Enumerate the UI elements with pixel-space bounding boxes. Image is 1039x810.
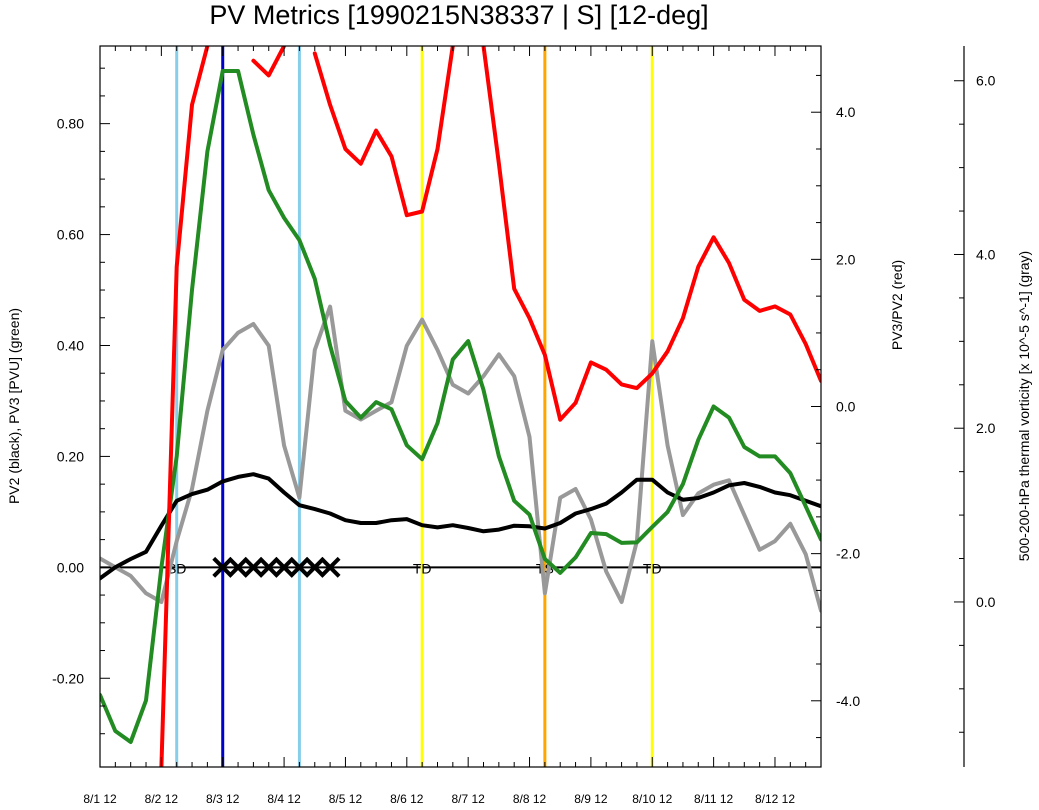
far-right-axis-label: 500-200-hPa thermal vorticity [x 10^-5 s… <box>1016 251 1032 561</box>
series-line <box>100 69 821 744</box>
left-tick-label: 0.40 <box>57 337 84 353</box>
x-mark <box>273 556 295 578</box>
right-tick-label: -2.0 <box>836 546 860 562</box>
left-tick-label: 0.80 <box>57 116 84 132</box>
far-right-tick-label: 0.0 <box>976 594 996 610</box>
x-mark <box>304 556 326 578</box>
x-mark-stroke <box>273 556 295 578</box>
x-tick-label: 8/11 12 <box>694 792 733 805</box>
x-tick-label: 8/8 12 <box>513 792 547 805</box>
right-tick-label: 2.0 <box>836 251 856 267</box>
x-mark-stroke <box>258 556 280 578</box>
left-tick-label: 0.60 <box>57 227 84 243</box>
stage-marker-label: TD <box>413 560 432 576</box>
x-tick-label: 8/10 12 <box>632 792 672 805</box>
left-tick-label: 0.20 <box>57 448 84 464</box>
left-axis-label: PV2 (black), PV3 [PVU] (green) <box>6 308 22 504</box>
far-right-tick-label: 2.0 <box>976 420 996 436</box>
chart-title: PV Metrics [1990215N38337 | S] [12-deg] <box>209 0 708 30</box>
x-mark <box>242 556 264 578</box>
right-tick-label: 4.0 <box>836 104 856 120</box>
x-mark <box>227 556 249 578</box>
x-tick-label: 8/3 12 <box>206 792 240 805</box>
x-mark <box>289 556 310 578</box>
x-tick-label: 8/2 12 <box>145 792 179 805</box>
series-line <box>100 472 821 581</box>
x-mark <box>319 556 341 578</box>
x-mark-stroke <box>289 556 310 578</box>
far-right-tick-label: 4.0 <box>976 246 996 262</box>
x-tick-label: 8/4 12 <box>267 792 301 805</box>
stage-marker-label: TD <box>643 560 662 576</box>
right-tick-label: 0.0 <box>836 399 856 415</box>
plot-clipped-group: SD TD TS TD <box>100 46 821 767</box>
x-mark-stroke <box>319 556 341 578</box>
x-tick-label: 8/7 12 <box>451 792 485 805</box>
right-tick-label: -4.0 <box>836 693 860 709</box>
x-mark <box>258 556 280 578</box>
far-right-tick-label: 6.0 <box>976 73 996 89</box>
plot-area: SD TD TS TD <box>100 46 821 767</box>
right-axis-label: PV3/PV2 (red) <box>889 260 905 350</box>
x-mark-stroke <box>212 556 234 578</box>
x-mark-stroke <box>227 556 249 578</box>
series-line <box>100 304 821 613</box>
axes-group: 8/1 12 8/2 12 8/3 12 8/4 12 8/5 12 8/6 12 8/7 … <box>52 45 996 806</box>
x-tick-label: 8/6 12 <box>390 792 424 805</box>
left-tick-label: 0.00 <box>57 559 84 575</box>
series-line <box>159 46 821 767</box>
x-tick-label: 8/12 12 <box>755 792 795 805</box>
x-mark-stroke <box>304 556 326 578</box>
x-tick-label: 8/9 12 <box>574 792 608 805</box>
left-tick-label: -0.20 <box>52 670 84 686</box>
x-mark-stroke <box>242 556 264 578</box>
x-tick-label: 8/5 12 <box>329 792 363 805</box>
x-tick-label: 8/1 12 <box>83 792 117 805</box>
x-mark <box>212 556 234 578</box>
